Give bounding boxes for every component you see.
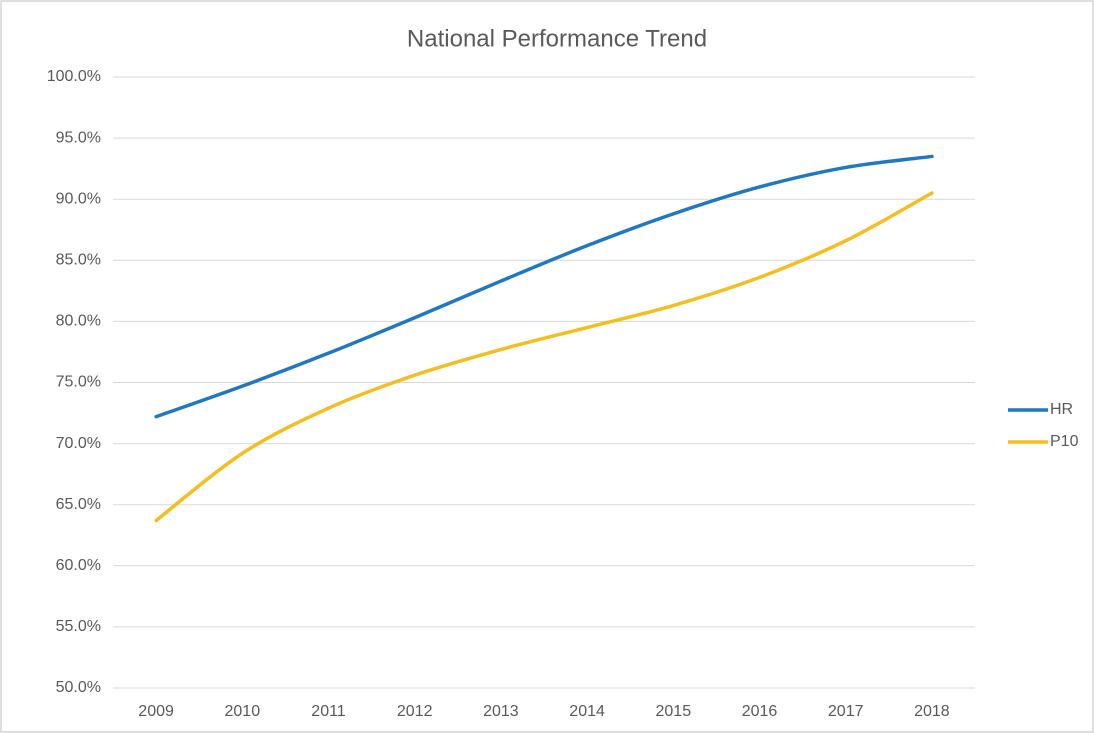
- line-series: [154, 154, 934, 419]
- x-tick-label: 2016: [742, 703, 778, 720]
- x-tick-label: 2011: [311, 703, 346, 720]
- y-tick-label: 95.0%: [56, 129, 101, 146]
- y-tick-label: 70.0%: [56, 435, 101, 452]
- x-tick-label: 2013: [483, 703, 519, 720]
- x-tick-label: 2014: [569, 703, 605, 720]
- x-tick-label: 2015: [656, 703, 692, 720]
- legend-label: P10: [1050, 433, 1079, 450]
- chart-title: National Performance Trend: [407, 25, 707, 52]
- y-tick-label: 75.0%: [56, 374, 101, 391]
- y-tick-label: 50.0%: [56, 679, 101, 696]
- x-tick-label: 2017: [828, 703, 864, 720]
- y-tick-label: 85.0%: [56, 252, 101, 269]
- x-tick-label: 2010: [225, 703, 261, 720]
- x-tick-label: 2009: [138, 703, 174, 720]
- x-tick-label: 2018: [914, 703, 950, 720]
- legend-label: HR: [1050, 401, 1073, 418]
- y-tick-label: 90.0%: [56, 190, 101, 207]
- y-tick-label: 65.0%: [56, 496, 101, 513]
- y-tick-label: 80.0%: [56, 313, 101, 330]
- x-tick-label: 2012: [397, 703, 433, 720]
- y-tick-label: 55.0%: [56, 618, 101, 635]
- y-tick-label: 100.0%: [47, 68, 101, 85]
- line-series: [154, 191, 934, 523]
- y-tick-label: 60.0%: [56, 557, 101, 574]
